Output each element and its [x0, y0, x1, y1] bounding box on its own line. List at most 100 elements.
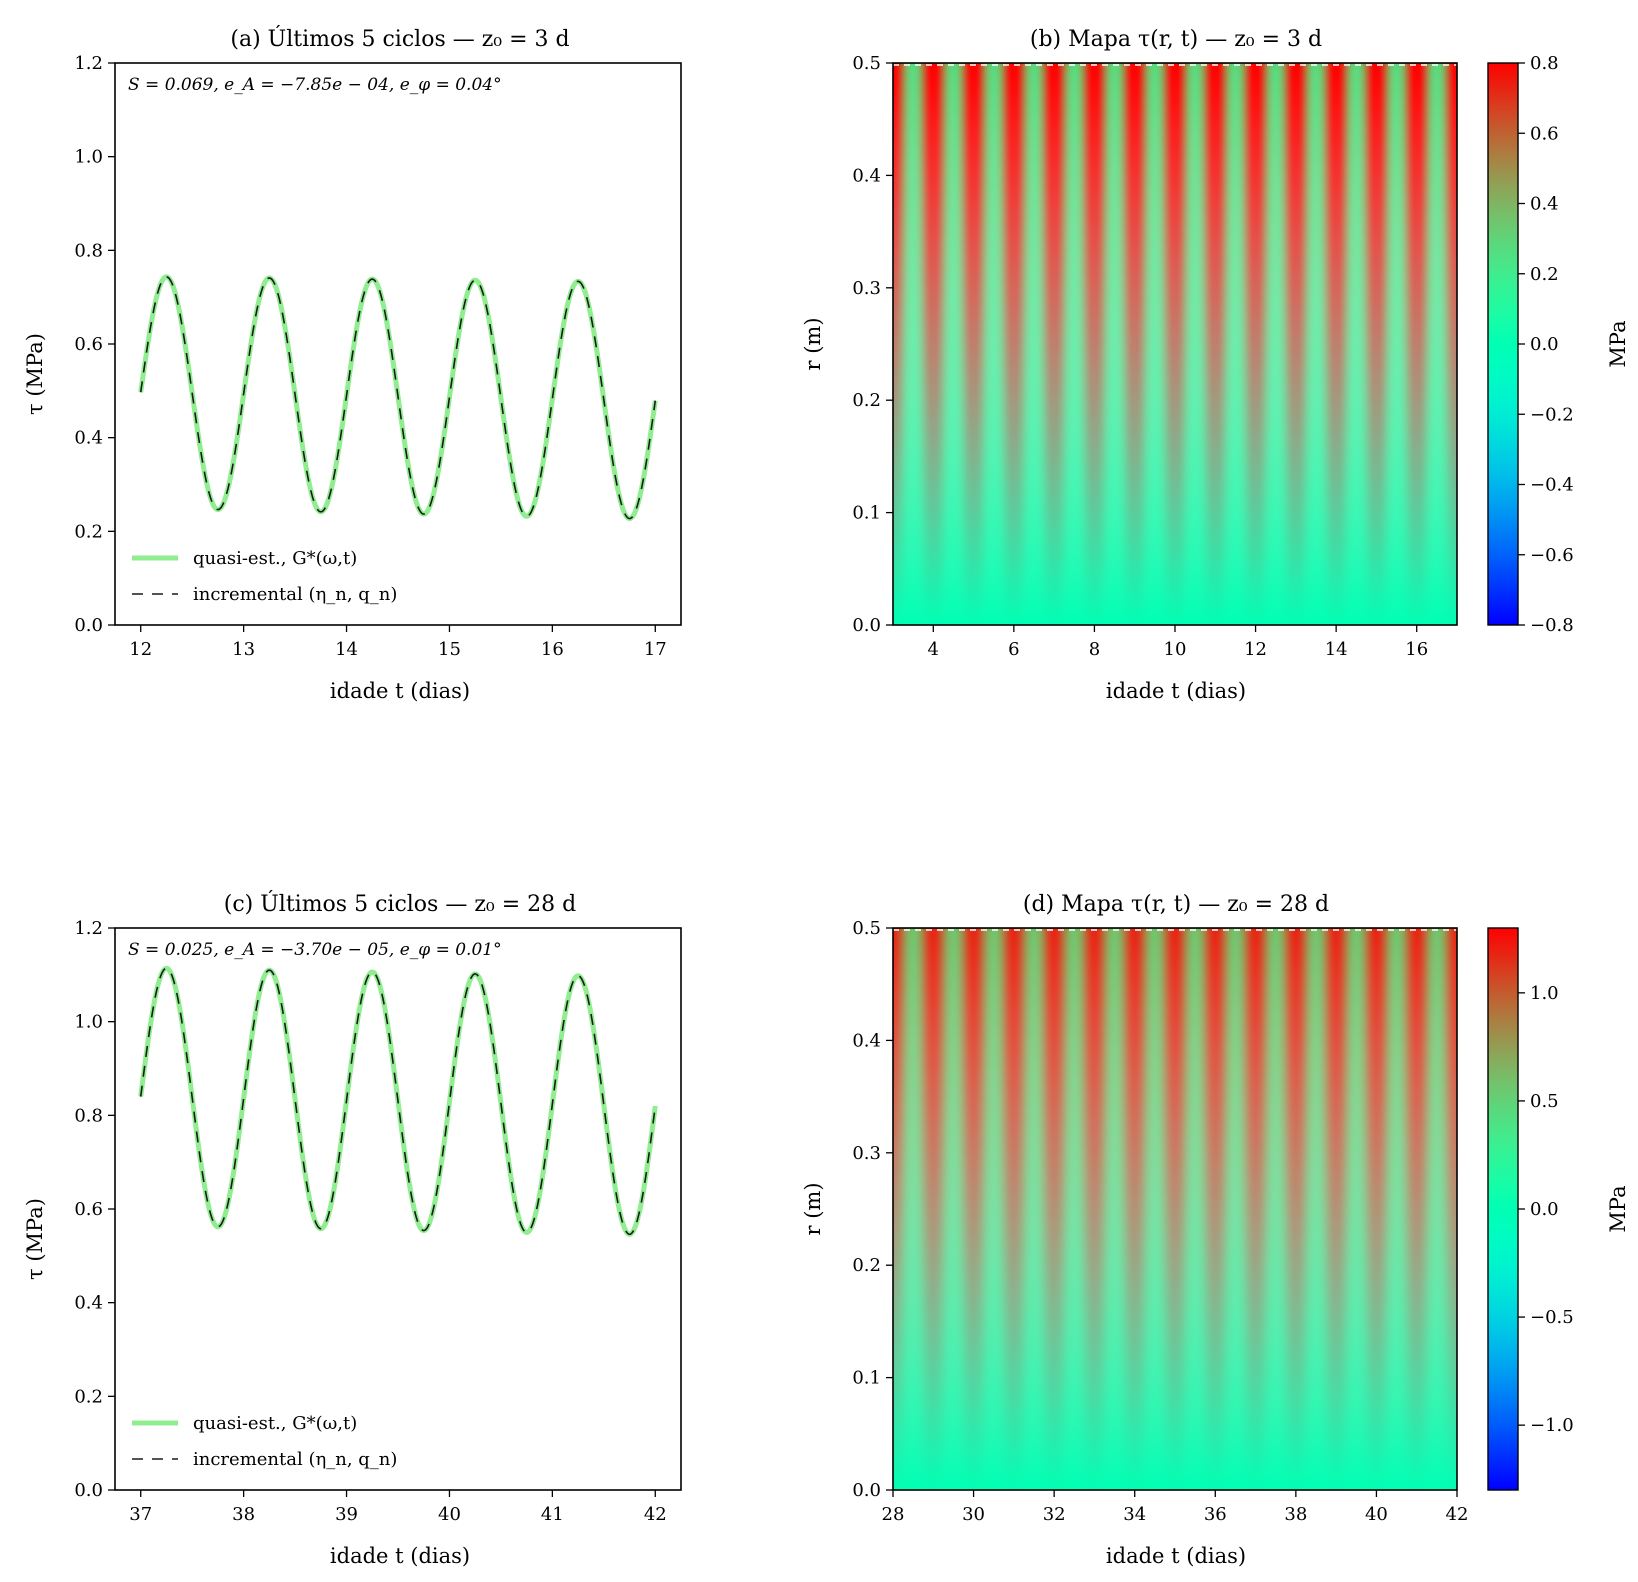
panel-d-colorbar: −1.0 −0.5 0.0 0.5 1.0: [1487, 927, 1574, 1491]
panel-c-legend: quasi-est., G*(ω,t) incremental (η_n, q_…: [132, 1413, 397, 1470]
panel-a-legend: quasi-est., G*(ω,t) incremental (η_n, q_…: [132, 548, 397, 605]
panel-d-colorbar-label: MPa: [1606, 1185, 1630, 1232]
panel-c-line-chart: (c) Últimos 5 ciclos — z₀ = 28 d S = 0.0…: [23, 890, 682, 1568]
x-tick-label: 34: [1123, 1504, 1146, 1525]
panel-a-plot-area: [114, 62, 682, 626]
y-tick-label: 1.2: [74, 918, 103, 939]
x-tick-label: 32: [1043, 1504, 1066, 1525]
legend-label-incremental: incremental (η_n, q_n): [193, 1449, 397, 1470]
panel-b-title: (b) Mapa τ(r, t) — z₀ = 3 d: [1030, 27, 1322, 52]
panel-a-xlabel: idade t (dias): [330, 679, 470, 703]
x-tick-label: 8: [1089, 639, 1100, 660]
y-tick-label: 0.8: [74, 1105, 103, 1126]
panel-d-ylabel: r (m): [801, 1182, 825, 1235]
axes-frame: [114, 62, 682, 626]
x-tick-label: 12: [1244, 639, 1267, 660]
y-tick-label: 0.0: [852, 615, 881, 636]
y-tick-label: 0.2: [852, 1255, 881, 1276]
series-incremental-line: [139, 967, 657, 1236]
y-tick-label: 0.2: [74, 521, 103, 542]
axes-frame: [892, 927, 1458, 1491]
legend-label-quasi-est: quasi-est., G*(ω,t): [193, 548, 357, 569]
colorbar-tick-label: 0.0: [1530, 1199, 1559, 1220]
x-tick-label: 6: [1008, 639, 1019, 660]
colorbar-tick-label: −0.5: [1530, 1307, 1574, 1328]
axes-frame: [114, 927, 682, 1491]
colorbar-tick-label: −1.0: [1530, 1415, 1574, 1436]
y-tick-label: 0.0: [74, 615, 103, 636]
panel-c-annotation: S = 0.025, e_A = −3.70e − 05, e_φ = 0.01…: [128, 940, 502, 960]
y-tick-label: 0.4: [74, 428, 103, 449]
y-tick-label: 0.4: [852, 1030, 881, 1051]
series-incremental-line: [139, 276, 657, 520]
panel-d-title: (d) Mapa τ(r, t) — z₀ = 28 d: [1023, 892, 1329, 917]
x-tick-label: 15: [438, 639, 461, 660]
y-tick-label: 0.5: [852, 918, 881, 939]
y-tick-label: 1.0: [74, 147, 103, 168]
x-tick-label: 40: [1365, 1504, 1388, 1525]
panel-a-title: (a) Últimos 5 ciclos — z₀ = 3 d: [230, 25, 569, 52]
y-tick-label: 0.2: [74, 1386, 103, 1407]
panel-a-ylabel: τ (MPa): [23, 333, 47, 415]
panel-c-ylabel: τ (MPa): [23, 1198, 47, 1280]
y-tick-label: 0.0: [852, 1480, 881, 1501]
panel-d-heatmap: (d) Mapa τ(r, t) — z₀ = 28 d idade t (di…: [801, 892, 1630, 1568]
x-tick-label: 38: [232, 1504, 255, 1525]
legend-label-quasi-est: quasi-est., G*(ω,t): [193, 1413, 357, 1434]
y-tick-label: 1.0: [74, 1012, 103, 1033]
colorbar-tick-label: 0.5: [1530, 1091, 1559, 1112]
y-tick-label: 0.2: [852, 390, 881, 411]
colorbar-tick-label: −0.4: [1530, 475, 1574, 496]
heatmap-radial-falloff: [893, 928, 1457, 1490]
x-tick-label: 4: [928, 639, 939, 660]
y-tick-label: 0.3: [852, 278, 881, 299]
colorbar-tick-label: 0.4: [1530, 194, 1559, 215]
colorbar-gradient: [1487, 62, 1519, 626]
x-tick-label: 37: [129, 1504, 152, 1525]
y-tick-label: 0.3: [852, 1143, 881, 1164]
x-tick-label: 12: [129, 639, 152, 660]
heatmap-radial-falloff: [893, 63, 1457, 625]
colorbar-gradient: [1487, 927, 1519, 1491]
x-tick-label: 13: [232, 639, 255, 660]
x-tick-label: 16: [541, 639, 564, 660]
colorbar-tick-label: −0.6: [1530, 545, 1574, 566]
colorbar-tick-label: 0.0: [1530, 334, 1559, 355]
panel-d-ticks: 28 30 32 34 36 38 40 42 0.0 0.1 0.2 0.3 0.4 0.5: [852, 918, 1468, 1525]
x-tick-label: 30: [962, 1504, 985, 1525]
colorbar-tick-label: 0.6: [1530, 123, 1559, 144]
x-tick-label: 14: [335, 639, 358, 660]
x-tick-label: 40: [438, 1504, 461, 1525]
y-tick-label: 0.6: [74, 334, 103, 355]
y-tick-label: 0.4: [852, 165, 881, 186]
x-tick-label: 38: [1284, 1504, 1307, 1525]
y-tick-label: 0.1: [852, 1368, 881, 1389]
panel-a-ticks: 12 13 14 15 16 17 0.0 0.2 0.4 0.6 0.8 1.0 1.2: [74, 53, 666, 660]
x-tick-label: 42: [1446, 1504, 1469, 1525]
colorbar-tick-label: 1.0: [1530, 983, 1559, 1004]
panel-b-colorbar: −0.8 −0.6 −0.4 −0.2 0.0 0.2 0.4 0.6 0.8: [1487, 53, 1574, 636]
y-tick-label: 0.5: [852, 53, 881, 74]
panel-c-ticks: 37 38 39 40 41 42 0.0 0.2 0.4 0.6 0.8 1.0 1.2: [74, 918, 666, 1525]
x-tick-label: 16: [1405, 639, 1428, 660]
panel-b-colorbar-label: MPa: [1606, 320, 1630, 367]
colorbar-tick-label: 0.8: [1530, 53, 1559, 74]
y-tick-label: 0.8: [74, 240, 103, 261]
colorbar-tick-label: −0.8: [1530, 615, 1574, 636]
colorbar-tick-label: −0.2: [1530, 404, 1574, 425]
colorbar-tick-label: 0.2: [1530, 264, 1559, 285]
panel-d-plot-area: [892, 927, 1458, 1491]
panel-a-line-chart: (a) Últimos 5 ciclos — z₀ = 3 d S = 0.06…: [23, 25, 682, 703]
x-tick-label: 28: [882, 1504, 905, 1525]
x-tick-label: 36: [1204, 1504, 1227, 1525]
y-tick-label: 0.0: [74, 1480, 103, 1501]
panel-b-heatmap: (b) Mapa τ(r, t) — z₀ = 3 d idade t (dia…: [801, 27, 1630, 703]
panel-c-xlabel: idade t (dias): [330, 1544, 470, 1568]
panel-b-ylabel: r (m): [801, 317, 825, 370]
panel-b-xlabel: idade t (dias): [1106, 679, 1246, 703]
panel-b-ticks: 4 6 8 10 12 14 16 0.0 0.1 0.2 0.3 0.4 0.5: [852, 53, 1428, 660]
panel-b-plot-area: [892, 62, 1458, 626]
y-tick-label: 0.6: [74, 1199, 103, 1220]
x-tick-label: 39: [335, 1504, 358, 1525]
